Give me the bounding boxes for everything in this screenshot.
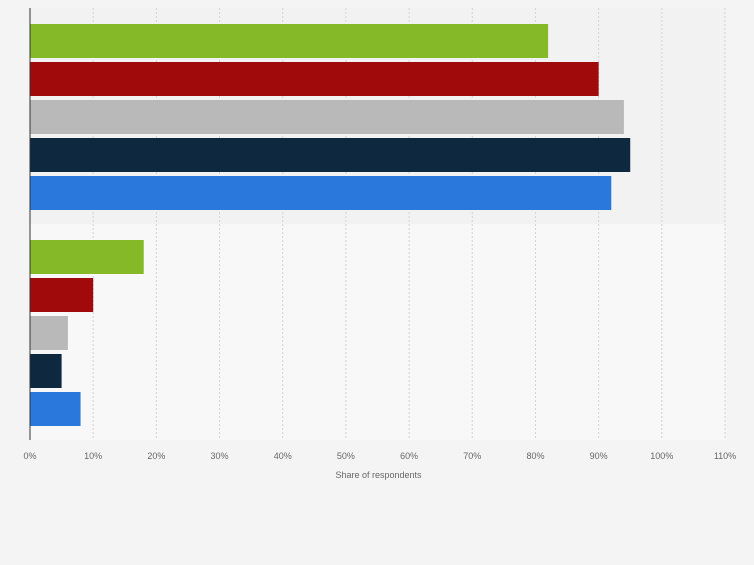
bar	[30, 62, 599, 96]
x-tick-label: 30%	[211, 451, 229, 461]
x-tick-label: 90%	[590, 451, 608, 461]
group-band	[30, 224, 725, 440]
bar	[30, 316, 68, 350]
x-tick-label: 110%	[714, 451, 736, 461]
bar	[30, 278, 94, 312]
x-tick-label: 0%	[23, 451, 36, 461]
bar	[30, 176, 612, 210]
x-tick-label: 10%	[84, 451, 102, 461]
x-tick-label: 20%	[147, 451, 165, 461]
bar	[30, 24, 549, 58]
bar	[30, 100, 624, 134]
x-tick-label: 40%	[274, 451, 292, 461]
x-tick-label: 80%	[526, 451, 544, 461]
x-tick-label: 50%	[337, 451, 355, 461]
x-axis-ticks: 0% 10% 20% 30% 40% 50% 60% 70% 80% 90% 100% 110%	[23, 451, 736, 461]
x-tick-label: 70%	[463, 451, 481, 461]
bar	[30, 354, 62, 388]
x-axis-label: Share of respondents	[335, 470, 422, 480]
x-tick-label: 60%	[400, 451, 418, 461]
x-tick-label: 100%	[650, 451, 673, 461]
bar	[30, 240, 144, 274]
bar	[30, 392, 81, 426]
bar	[30, 138, 631, 172]
bars	[30, 24, 631, 426]
